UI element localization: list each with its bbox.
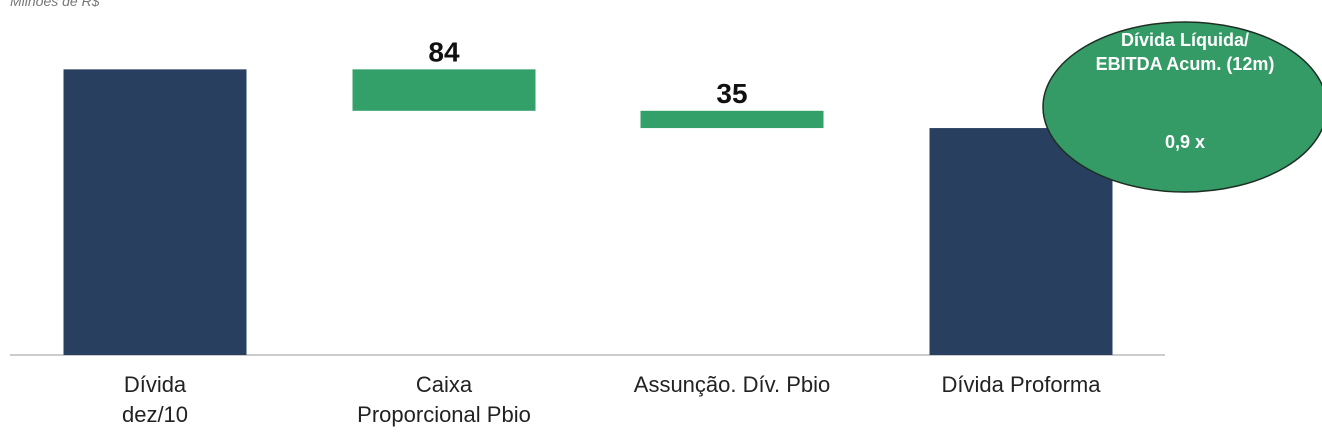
x-tick-label: Caixa Proporcional Pbio bbox=[357, 372, 531, 427]
data-label: 84 bbox=[428, 36, 460, 67]
bar bbox=[63, 69, 247, 356]
bar bbox=[640, 110, 824, 129]
data-label: 35 bbox=[716, 78, 747, 109]
annotation-value: 0,9 x bbox=[1164, 132, 1206, 152]
subtitle: Milhões de R$ bbox=[10, 0, 100, 9]
x-tick-label: Dívida Proforma bbox=[941, 372, 1101, 397]
annotation-title: Dívida Líquida/ EBITDA Acum. (12m) bbox=[1095, 30, 1275, 74]
bar bbox=[352, 69, 536, 111]
annotation-ellipse bbox=[1042, 21, 1322, 193]
x-tick-label: Dívida dez/10 bbox=[121, 372, 189, 427]
x-tick-label: Assunção. Dív. Pbio bbox=[633, 372, 831, 397]
